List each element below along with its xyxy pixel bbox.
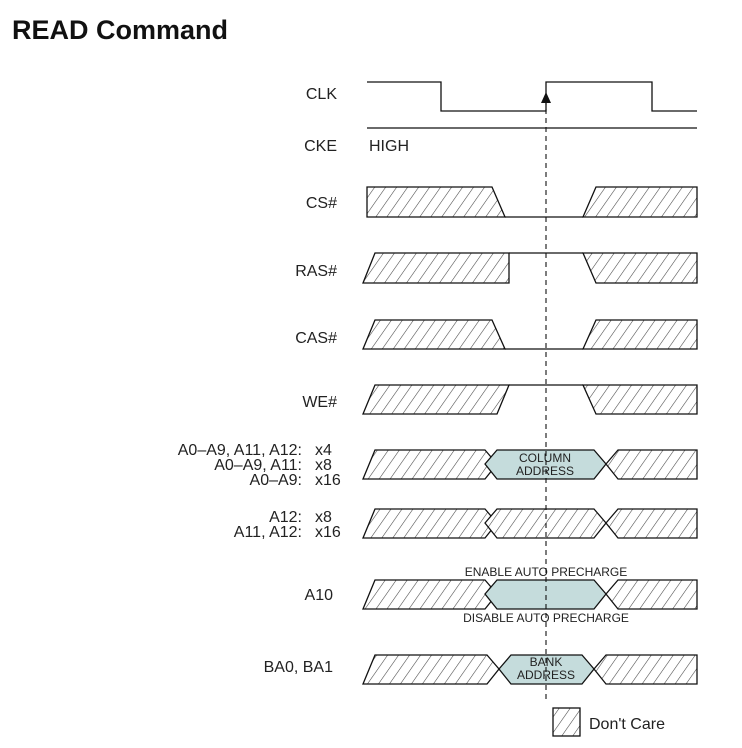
- ba-dont-care-left: [362, 654, 500, 685]
- clk-rising-edge-arrow: [541, 92, 551, 103]
- a12-pins-label: A12:: [269, 509, 302, 526]
- address-dont-care-right: [605, 449, 698, 480]
- we-label: WE#: [302, 394, 337, 411]
- cke-label: CKE: [304, 138, 337, 155]
- address-pins-x8-label: A0–A9, A11:: [214, 457, 302, 474]
- a11-a12-pins-label: A11, A12:: [234, 524, 302, 541]
- cas-dont-care-left: [362, 319, 507, 350]
- we-dont-care-left: [362, 384, 510, 415]
- address-dont-care-left: [362, 449, 498, 480]
- a11-a12-dont-care-left: [362, 508, 498, 539]
- cas-label: CAS#: [295, 330, 337, 347]
- clk-label: CLK: [306, 86, 337, 103]
- cs-dont-care-right: [582, 186, 698, 218]
- address-pins-x16-label: A0–A9:: [250, 472, 302, 489]
- a10-dont-care-left: [362, 579, 498, 610]
- clk-waveform: [367, 81, 697, 112]
- ba-dont-care-right: [593, 654, 698, 685]
- cs-label: CS#: [306, 195, 337, 212]
- ras-dont-care-left-block: [362, 252, 510, 284]
- column-address-line2: ADDRESS: [516, 464, 574, 478]
- cas-dont-care-right: [581, 319, 698, 350]
- cs-dont-care-left: [366, 186, 506, 218]
- address-width-x16-label: x16: [315, 472, 341, 489]
- ba-label: BA0, BA1: [264, 659, 333, 676]
- cke-high-label: HIGH: [369, 138, 409, 155]
- a12-width-label: x8: [315, 509, 332, 526]
- ras-label: RAS#: [295, 263, 337, 280]
- a10-label: A10: [305, 587, 334, 604]
- a10-dont-care-right: [605, 579, 698, 610]
- column-address-line1: COLUMN: [519, 451, 571, 465]
- ras-dont-care-right: [582, 252, 698, 284]
- dont-care-legend-label: Don't Care: [589, 716, 665, 733]
- address-width-x8-label: x8: [315, 457, 332, 474]
- diagram-title: READ Command: [12, 15, 228, 45]
- address-pins-x4-label: A0–A9, A11, A12:: [178, 442, 302, 459]
- address-width-x4-label: x4: [315, 442, 332, 459]
- bank-address-line2: ADDRESS: [517, 668, 575, 682]
- a11-a12-dont-care-right: [605, 508, 698, 539]
- dont-care-legend-swatch: [552, 707, 581, 737]
- we-dont-care-right: [581, 384, 698, 415]
- a11-a12-width-label: x16: [315, 524, 341, 541]
